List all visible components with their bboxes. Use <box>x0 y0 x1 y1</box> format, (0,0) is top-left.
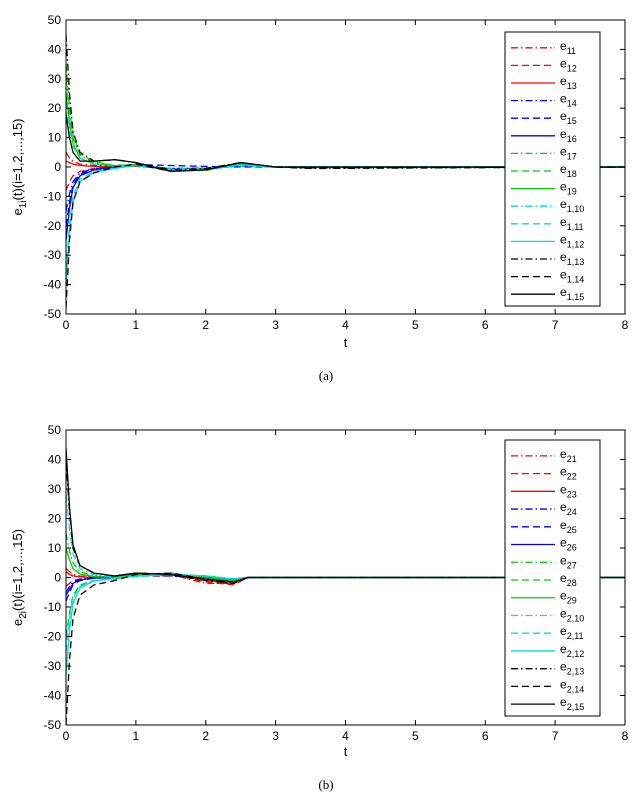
chart-b-ytick-label: 20 <box>48 512 62 526</box>
chart-a-ytick-label: -10 <box>44 189 62 203</box>
chart-b-xtick-label: 1 <box>133 729 140 743</box>
chart-b-ytick-label: -40 <box>44 689 62 703</box>
chart-b-caption: (b) <box>318 777 333 792</box>
chart-b-legend-label: e27 <box>560 553 577 570</box>
chart-b-legend-label: e26 <box>560 536 577 553</box>
chart-a-legend-label: e1,10 <box>560 197 584 214</box>
chart-a-legend-label: e17 <box>560 144 577 161</box>
chart-a-ytick-label: 10 <box>48 131 62 145</box>
chart-a-legend-label: e19 <box>560 180 577 197</box>
chart-b-xtick-label: 5 <box>412 729 419 743</box>
chart-a-xtick-label: 5 <box>412 318 419 332</box>
chart-a-legend-label: e14 <box>560 92 577 109</box>
chart-b-series-group <box>66 447 625 725</box>
chart-a-legend-label: e16 <box>560 127 577 144</box>
chart-a-legend-label: e1,13 <box>560 250 584 267</box>
chart-a-xtick-label: 3 <box>272 318 279 332</box>
chart-b-legend-label: e2,12 <box>560 642 584 659</box>
chart-a-legend-label: e1,11 <box>560 215 584 232</box>
chart-a-series-1-15 <box>66 114 625 173</box>
chart-b-legend-label: e22 <box>560 465 577 482</box>
chart-b-series-2-14 <box>66 572 625 725</box>
chart-a-ylabel: e1i(t)(i=1,2,...,15) <box>10 118 29 215</box>
chart-b-ytick-label: -50 <box>44 718 62 732</box>
chart-b-ytick-label: 0 <box>54 571 61 585</box>
chart-a-legend-label: e1,15 <box>560 285 584 302</box>
chart-b-xtick-label: 0 <box>63 729 70 743</box>
chart-a-legend-box <box>504 31 601 307</box>
chart-b-ytick-label: 50 <box>48 423 62 437</box>
chart-a-legend-label: e15 <box>560 109 577 126</box>
chart-a-legend-label: e11 <box>560 39 576 56</box>
chart-b-ytick-label: -30 <box>44 659 62 673</box>
chart-a-xtick-label: 7 <box>552 318 559 332</box>
chart-a-ytick-label: 40 <box>48 42 62 56</box>
chart-b-legend-label: e29 <box>560 589 577 606</box>
chart-a-legend-label: e12 <box>560 56 577 73</box>
chart-b-ylabel: e2i(t)(i=1,2,...,15) <box>10 529 29 626</box>
chart-a-xtick-label: 1 <box>133 318 140 332</box>
chart-b-xtick-label: 8 <box>622 729 629 743</box>
chart-a: 0 1 2 3 4 5 6 7 8 -50 -40 -30 -20 -10 0 10 20 30 40 50 t e1i(… <box>10 13 629 383</box>
chart-a-ytick-label: 20 <box>48 101 62 115</box>
chart-b-ytick-label: -20 <box>44 630 62 644</box>
chart-a-ytick-label: -30 <box>44 248 62 262</box>
chart-b-legend-label: e2,13 <box>560 660 584 677</box>
chart-b-series-2-15 <box>66 447 625 583</box>
chart-b-legend-label: e2,10 <box>560 606 584 623</box>
chart-a-series-group <box>66 34 625 309</box>
chart-a-ytick-label: -50 <box>44 307 62 321</box>
chart-a-legend-label: e1,14 <box>560 268 584 285</box>
chart-b-legend-label: e23 <box>560 482 577 499</box>
chart-b-ytick-label: -10 <box>44 600 62 614</box>
chart-a-xtick-label: 4 <box>342 318 349 332</box>
chart-a-legend-label: e1,12 <box>560 232 584 249</box>
chart-b-legend-label: e25 <box>560 518 577 535</box>
chart-b-legend-label: e28 <box>560 571 577 588</box>
chart-a-legend-label: e18 <box>560 162 577 179</box>
chart-a-series-1-14 <box>66 161 625 309</box>
chart-a-caption: (a) <box>319 368 333 383</box>
chart-b-xtick-label: 3 <box>272 729 279 743</box>
chart-a-ytick-label: -20 <box>44 219 62 233</box>
chart-b: 0 1 2 3 4 5 6 7 8 -50 -40 -30 -20 -10 0 10 20 30 40 50 t e2i(… <box>10 423 629 792</box>
chart-a-xtick-label: 2 <box>202 318 209 332</box>
chart-b-xlabel: t <box>344 744 348 759</box>
chart-b-legend: e21e22e23e24e25e26e27e28e29e2,10e2,11e2,… <box>504 439 601 717</box>
chart-b-xtick-label: 4 <box>342 729 349 743</box>
chart-b-xtick-label: 7 <box>552 729 559 743</box>
chart-b-legend-label: e2,14 <box>560 677 584 694</box>
chart-a-ytick-label: 30 <box>48 72 62 86</box>
chart-a-xlabel: t <box>344 335 348 350</box>
chart-a-legend: e11e12e13e14e15e16e17e18e19e1,10e1,11e1,… <box>504 31 601 307</box>
chart-b-legend-label: e2,15 <box>560 695 584 712</box>
chart-a-xtick-label: 0 <box>63 318 70 332</box>
chart-a-xtick-label: 6 <box>482 318 489 332</box>
chart-b-legend-label: e21 <box>560 447 577 464</box>
chart-b-xtick-label: 6 <box>482 729 489 743</box>
chart-a-ytick-label: 50 <box>48 13 62 27</box>
chart-a-series-1-10 <box>66 102 625 170</box>
chart-a-legend-label: e13 <box>560 74 577 91</box>
chart-b-legend-label: e24 <box>560 500 577 517</box>
chart-a-xtick-label: 8 <box>622 318 629 332</box>
chart-b-legend-label: e2,11 <box>560 624 584 641</box>
chart-a-ytick-label: 0 <box>54 160 61 174</box>
chart-b-xtick-label: 2 <box>202 729 209 743</box>
chart-b-ytick-label: 30 <box>48 482 62 496</box>
chart-a-ytick-label: -40 <box>44 278 62 292</box>
chart-b-ytick-label: 40 <box>48 453 62 467</box>
chart-b-ytick-label: 10 <box>48 541 62 555</box>
chart-b-legend-box <box>504 439 601 717</box>
